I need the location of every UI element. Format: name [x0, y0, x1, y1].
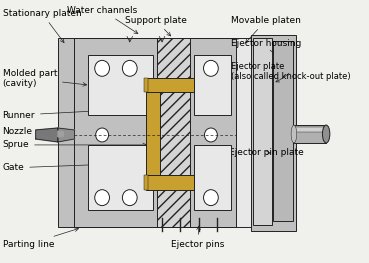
Bar	[146, 78, 194, 92]
Circle shape	[95, 190, 110, 206]
Circle shape	[123, 190, 137, 206]
Bar	[144, 78, 148, 92]
Text: Ejector pin plate: Ejector pin plate	[230, 148, 304, 157]
Circle shape	[204, 128, 217, 142]
Bar	[194, 145, 231, 210]
Bar	[273, 42, 293, 221]
Bar	[144, 175, 148, 190]
Ellipse shape	[323, 125, 330, 143]
Bar	[146, 175, 194, 190]
Text: Ejector housing: Ejector housing	[231, 39, 301, 53]
Polygon shape	[58, 128, 75, 142]
Bar	[251, 34, 296, 231]
Bar	[158, 38, 190, 227]
Bar	[58, 38, 75, 227]
Text: Ejector pins: Ejector pins	[171, 226, 225, 249]
Text: Stationary platen: Stationary platen	[3, 9, 81, 43]
Circle shape	[123, 60, 137, 76]
Polygon shape	[36, 128, 58, 142]
Text: Ejector plate
(also called knock-out plate): Ejector plate (also called knock-out pla…	[231, 62, 351, 82]
Text: Runner: Runner	[3, 107, 145, 120]
Bar	[75, 38, 158, 227]
Bar	[88, 145, 153, 210]
Text: Molded part
(cavity): Molded part (cavity)	[3, 69, 87, 88]
Circle shape	[204, 190, 218, 206]
Bar	[253, 38, 272, 225]
Text: Sprue: Sprue	[3, 140, 146, 149]
Text: Parting line: Parting line	[3, 228, 79, 249]
Circle shape	[95, 60, 110, 76]
Circle shape	[204, 60, 218, 76]
Text: Gate: Gate	[3, 161, 142, 172]
Bar	[294, 125, 326, 143]
Bar	[146, 85, 160, 188]
Text: Water channels: Water channels	[67, 6, 138, 34]
Bar	[88, 55, 153, 115]
Ellipse shape	[291, 125, 297, 143]
Circle shape	[96, 128, 108, 142]
Text: Support plate: Support plate	[125, 16, 186, 36]
Bar	[294, 127, 326, 132]
Bar	[190, 38, 236, 227]
Polygon shape	[58, 131, 63, 137]
Text: Nozzle: Nozzle	[3, 127, 43, 136]
Bar	[236, 38, 251, 227]
Text: Movable platen: Movable platen	[231, 16, 301, 43]
Bar	[194, 55, 231, 115]
